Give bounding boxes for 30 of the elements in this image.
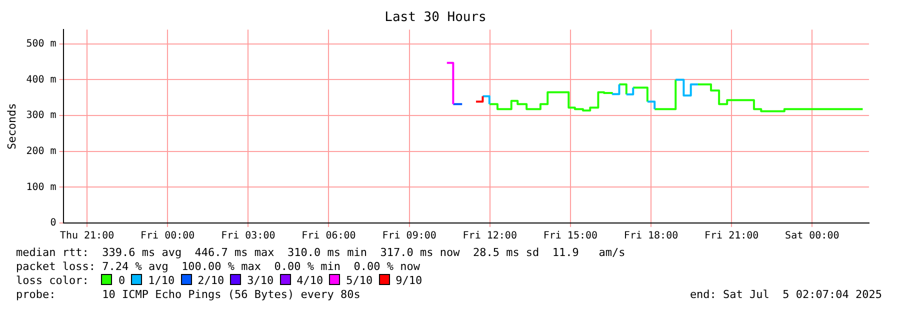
- x-tick-label: Fri 09:00: [382, 230, 436, 242]
- x-tick-label: Fri 21:00: [704, 230, 759, 242]
- y-axis-title: Seconds: [5, 103, 18, 150]
- text: end: Sat Jul 5 02:07:04 2025: [690, 288, 882, 302]
- legend-label: 3/10: [247, 274, 274, 287]
- text: packet loss: 7.24 % avg 100.00 % max 0.00 % min 0.00 % now: [16, 260, 421, 274]
- chart-title: Last 30 Hours: [384, 10, 486, 26]
- x-tick-label: Fri 12:00: [462, 230, 517, 242]
- x-tick-label: Fri 00:00: [140, 230, 195, 242]
- text: median rtt: 339.6 ms avg 446.7 ms max 310.0 ms min 317.0 ms now 28.5 ms sd 11.9 am/s: [16, 246, 626, 260]
- y-tick-label: 100 m: [26, 182, 56, 193]
- y-tick-label: 200 m: [26, 146, 56, 157]
- legend-title: loss color:: [16, 274, 89, 287]
- x-tick-label: Fri 06:00: [302, 230, 356, 242]
- text: probe: 10 ICMP Echo Pings (56 Bytes) every 80s: [16, 288, 360, 301]
- x-tick-label: Sat 00:00: [785, 230, 840, 242]
- x-tick-label: Fri 18:00: [624, 230, 678, 242]
- y-tick-label: 0: [50, 218, 56, 229]
- legend-label: 1/10: [148, 274, 175, 287]
- y-tick-label: 300 m: [26, 110, 56, 122]
- legend-label: 5/10: [346, 274, 373, 287]
- legend-label: 9/10: [396, 274, 422, 287]
- legend-label: 4/10: [296, 274, 324, 287]
- x-tick-label: Thu 21:00: [60, 230, 114, 242]
- legend-label: 0: [118, 274, 126, 287]
- x-tick-label: Fri 03:00: [221, 230, 276, 242]
- legend-label: 2/10: [198, 274, 224, 287]
- y-tick-label: 500 m: [26, 38, 56, 50]
- y-tick-label: 400 m: [26, 74, 56, 86]
- x-tick-label: Fri 15:00: [543, 230, 598, 242]
